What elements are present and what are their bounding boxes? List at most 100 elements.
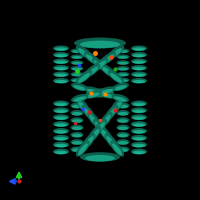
Ellipse shape (70, 103, 84, 109)
Ellipse shape (110, 140, 124, 157)
Ellipse shape (98, 90, 115, 99)
Ellipse shape (53, 71, 69, 77)
Ellipse shape (131, 114, 147, 120)
Ellipse shape (116, 139, 130, 145)
Ellipse shape (70, 110, 84, 116)
Ellipse shape (70, 60, 84, 65)
Ellipse shape (106, 108, 116, 120)
Ellipse shape (57, 62, 65, 63)
Ellipse shape (118, 119, 128, 123)
Ellipse shape (54, 109, 68, 113)
Ellipse shape (71, 83, 88, 91)
Ellipse shape (72, 79, 82, 82)
Ellipse shape (135, 132, 143, 133)
Ellipse shape (70, 146, 84, 152)
Ellipse shape (131, 65, 147, 71)
Ellipse shape (74, 38, 126, 48)
Ellipse shape (82, 105, 96, 121)
Ellipse shape (84, 51, 100, 65)
Ellipse shape (92, 58, 108, 71)
Ellipse shape (132, 109, 146, 113)
Ellipse shape (54, 144, 68, 147)
Ellipse shape (101, 129, 111, 141)
Ellipse shape (89, 115, 99, 127)
Ellipse shape (54, 60, 68, 64)
Ellipse shape (72, 62, 82, 65)
Ellipse shape (131, 58, 147, 64)
Ellipse shape (87, 126, 101, 142)
Ellipse shape (114, 96, 127, 102)
Ellipse shape (53, 58, 69, 64)
Ellipse shape (132, 123, 146, 127)
Ellipse shape (84, 136, 94, 148)
Ellipse shape (80, 41, 120, 48)
Ellipse shape (57, 132, 65, 133)
Ellipse shape (72, 141, 82, 145)
Ellipse shape (54, 130, 68, 134)
Ellipse shape (131, 142, 147, 148)
Ellipse shape (80, 152, 120, 162)
Ellipse shape (116, 49, 130, 53)
Ellipse shape (94, 61, 106, 70)
Ellipse shape (53, 142, 69, 148)
Ellipse shape (132, 67, 146, 70)
Ellipse shape (116, 54, 130, 59)
Ellipse shape (135, 104, 143, 106)
Ellipse shape (104, 105, 118, 121)
Ellipse shape (70, 117, 84, 123)
Ellipse shape (132, 144, 146, 147)
Ellipse shape (92, 58, 108, 71)
Ellipse shape (53, 114, 69, 120)
Ellipse shape (72, 112, 82, 115)
Ellipse shape (100, 93, 113, 98)
Ellipse shape (116, 117, 130, 123)
Ellipse shape (132, 73, 146, 77)
Ellipse shape (57, 118, 65, 119)
Ellipse shape (135, 139, 143, 140)
Ellipse shape (57, 68, 65, 70)
Ellipse shape (72, 126, 82, 130)
Ellipse shape (132, 60, 146, 64)
Ellipse shape (114, 85, 127, 90)
Ellipse shape (70, 78, 84, 82)
Ellipse shape (73, 96, 86, 102)
Ellipse shape (100, 51, 116, 65)
Ellipse shape (86, 67, 98, 77)
Ellipse shape (132, 102, 146, 106)
Ellipse shape (72, 50, 82, 53)
Ellipse shape (78, 143, 88, 155)
Ellipse shape (53, 78, 69, 84)
Ellipse shape (102, 54, 114, 64)
Ellipse shape (102, 67, 114, 77)
Ellipse shape (118, 112, 128, 115)
Ellipse shape (131, 128, 147, 134)
Ellipse shape (57, 152, 65, 154)
Ellipse shape (135, 75, 143, 76)
Ellipse shape (131, 149, 147, 154)
Ellipse shape (72, 73, 82, 76)
Ellipse shape (78, 73, 90, 83)
Ellipse shape (116, 78, 130, 82)
Ellipse shape (112, 143, 122, 155)
Ellipse shape (72, 119, 82, 123)
Ellipse shape (72, 68, 82, 70)
Ellipse shape (110, 48, 122, 58)
Ellipse shape (57, 49, 65, 50)
Ellipse shape (116, 132, 130, 138)
Ellipse shape (131, 71, 147, 77)
Ellipse shape (118, 62, 128, 65)
Ellipse shape (112, 101, 122, 113)
Ellipse shape (72, 56, 82, 59)
Ellipse shape (87, 89, 100, 94)
Ellipse shape (89, 129, 99, 141)
Ellipse shape (132, 54, 146, 57)
Ellipse shape (72, 148, 82, 152)
Ellipse shape (116, 125, 130, 130)
Ellipse shape (110, 97, 124, 114)
Ellipse shape (135, 111, 143, 113)
Ellipse shape (70, 139, 84, 145)
Ellipse shape (101, 115, 111, 127)
Ellipse shape (108, 70, 124, 84)
Ellipse shape (84, 64, 100, 78)
Ellipse shape (84, 108, 94, 120)
